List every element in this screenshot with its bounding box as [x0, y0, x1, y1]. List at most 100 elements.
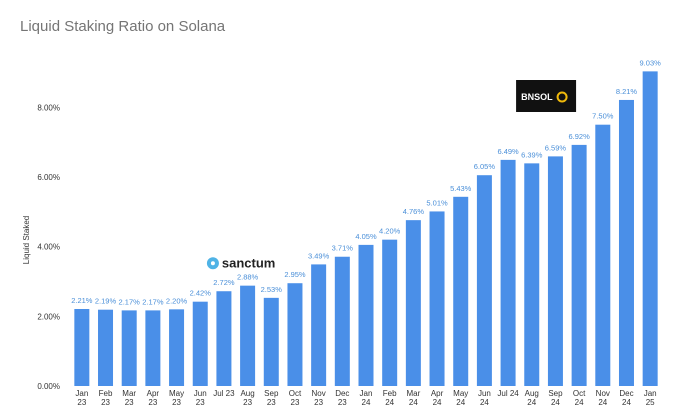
- y-tick-label: 6.00%: [37, 173, 60, 182]
- chart-title: Liquid Staking Ratio on Solana: [20, 18, 226, 35]
- x-tick-label: Mar: [406, 389, 420, 398]
- x-tick-label-year: 23: [101, 398, 110, 407]
- x-tick-label-year: 23: [243, 398, 252, 407]
- y-axis-ticks: 0.00% 2.00% 4.00% 6.00% 8.00%: [37, 103, 60, 391]
- bnsol-logo-icon: [556, 91, 568, 103]
- bar: [169, 309, 185, 386]
- data-label: 2.17%: [142, 297, 164, 306]
- bar: [287, 283, 303, 386]
- x-tick-label: May: [453, 389, 468, 398]
- x-tick-label: Apr: [431, 389, 444, 398]
- bar: [382, 239, 398, 386]
- bnsol-label: BNSOL: [521, 92, 553, 102]
- x-tick-label-year: 25: [646, 398, 655, 407]
- bar: [216, 291, 232, 386]
- data-label: 6.05%: [474, 162, 496, 171]
- x-tick-label-year: 23: [125, 398, 134, 407]
- x-tick-label-year: 24: [480, 398, 489, 407]
- bar: [595, 124, 611, 387]
- data-label: 2.17%: [119, 297, 141, 306]
- data-label: 9.03%: [640, 58, 662, 67]
- x-tick-label: Feb: [383, 389, 397, 398]
- bar: [145, 310, 161, 386]
- x-tick-label: Nov: [312, 389, 326, 398]
- y-axis-label: Liquid Staked: [22, 216, 31, 264]
- x-tick-label-year: 23: [172, 398, 181, 407]
- bar: [547, 156, 563, 386]
- data-label: 4.76%: [403, 207, 425, 216]
- x-tick-label: Jul 24: [497, 389, 519, 398]
- x-tick-label-year: 24: [433, 398, 442, 407]
- x-tick-label: Jan: [360, 389, 373, 398]
- bar: [358, 244, 374, 386]
- data-label: 2.95%: [284, 270, 306, 279]
- bar: [263, 297, 279, 386]
- data-label: 2.72%: [213, 278, 235, 287]
- bar: [311, 264, 327, 386]
- x-tick-label: Oct: [573, 389, 586, 398]
- data-label: 4.20%: [379, 227, 401, 236]
- data-labels: 2.21% 2.19% 2.17% 2.17% 2.20%2.42%2.72%2.88%…: [71, 58, 661, 306]
- bnsol-annotation: BNSOL: [516, 80, 577, 112]
- bar: [405, 220, 421, 386]
- data-label: 4.05%: [355, 232, 377, 241]
- x-tick-label: Aug: [525, 389, 539, 398]
- bar: [500, 159, 516, 386]
- bar: [524, 163, 540, 386]
- bar: [429, 211, 445, 386]
- x-tick-label: Sep: [264, 389, 279, 398]
- bar: [571, 144, 587, 386]
- x-tick-label: Dec: [619, 389, 633, 398]
- data-label: 2.20%: [166, 296, 188, 305]
- x-tick-label-year: 24: [456, 398, 465, 407]
- data-label: 7.50%: [592, 112, 614, 121]
- x-tick-label-year: 23: [314, 398, 323, 407]
- x-tick-label-year: 23: [267, 398, 276, 407]
- x-tick-label: Aug: [240, 389, 254, 398]
- x-tick-label-year: 24: [527, 398, 536, 407]
- bar: [334, 256, 350, 386]
- x-tick-label: Oct: [289, 389, 302, 398]
- x-tick-label-year: 24: [622, 398, 631, 407]
- data-label: 8.21%: [616, 87, 638, 96]
- data-label: 3.49%: [308, 251, 330, 260]
- data-label: 5.01%: [426, 198, 448, 207]
- x-tick-label-year: 24: [551, 398, 560, 407]
- x-tick-label: Sep: [548, 389, 563, 398]
- x-tick-label-year: 24: [362, 398, 371, 407]
- x-tick-label: Dec: [335, 389, 349, 398]
- bar: [121, 310, 137, 386]
- data-label: 2.19%: [95, 297, 117, 306]
- x-tick-label-year: 23: [291, 398, 300, 407]
- bar: [618, 99, 634, 386]
- x-tick-label-year: 23: [148, 398, 157, 407]
- x-tick-label-year: 24: [385, 398, 394, 407]
- bar: [642, 71, 658, 386]
- data-label: 5.43%: [450, 184, 472, 193]
- x-tick-label: Nov: [596, 389, 610, 398]
- x-tick-label-year: 24: [598, 398, 607, 407]
- bar: [192, 301, 208, 386]
- x-tick-label: Apr: [147, 389, 160, 398]
- sanctum-label: sanctum: [222, 256, 275, 271]
- data-label: 2.88%: [237, 273, 259, 282]
- x-tick-label: May: [169, 389, 184, 398]
- x-tick-label: Jul 23: [213, 389, 235, 398]
- x-tick-label-year: 24: [575, 398, 584, 407]
- bar: [453, 196, 469, 386]
- sanctum-logo-icon: [206, 257, 219, 270]
- x-tick-label-year: 23: [77, 398, 86, 407]
- x-tick-label: Mar: [122, 389, 136, 398]
- data-label: 6.49%: [497, 147, 519, 156]
- bar: [74, 308, 90, 386]
- x-tick-label: Jan: [644, 389, 657, 398]
- data-label: 2.21%: [71, 296, 93, 305]
- x-tick-label: Jun: [194, 389, 207, 398]
- bars: [74, 71, 658, 387]
- bar: [476, 175, 492, 386]
- x-tick-label-year: 23: [338, 398, 347, 407]
- x-tick-label-year: 23: [196, 398, 205, 407]
- data-label: 6.92%: [568, 132, 590, 141]
